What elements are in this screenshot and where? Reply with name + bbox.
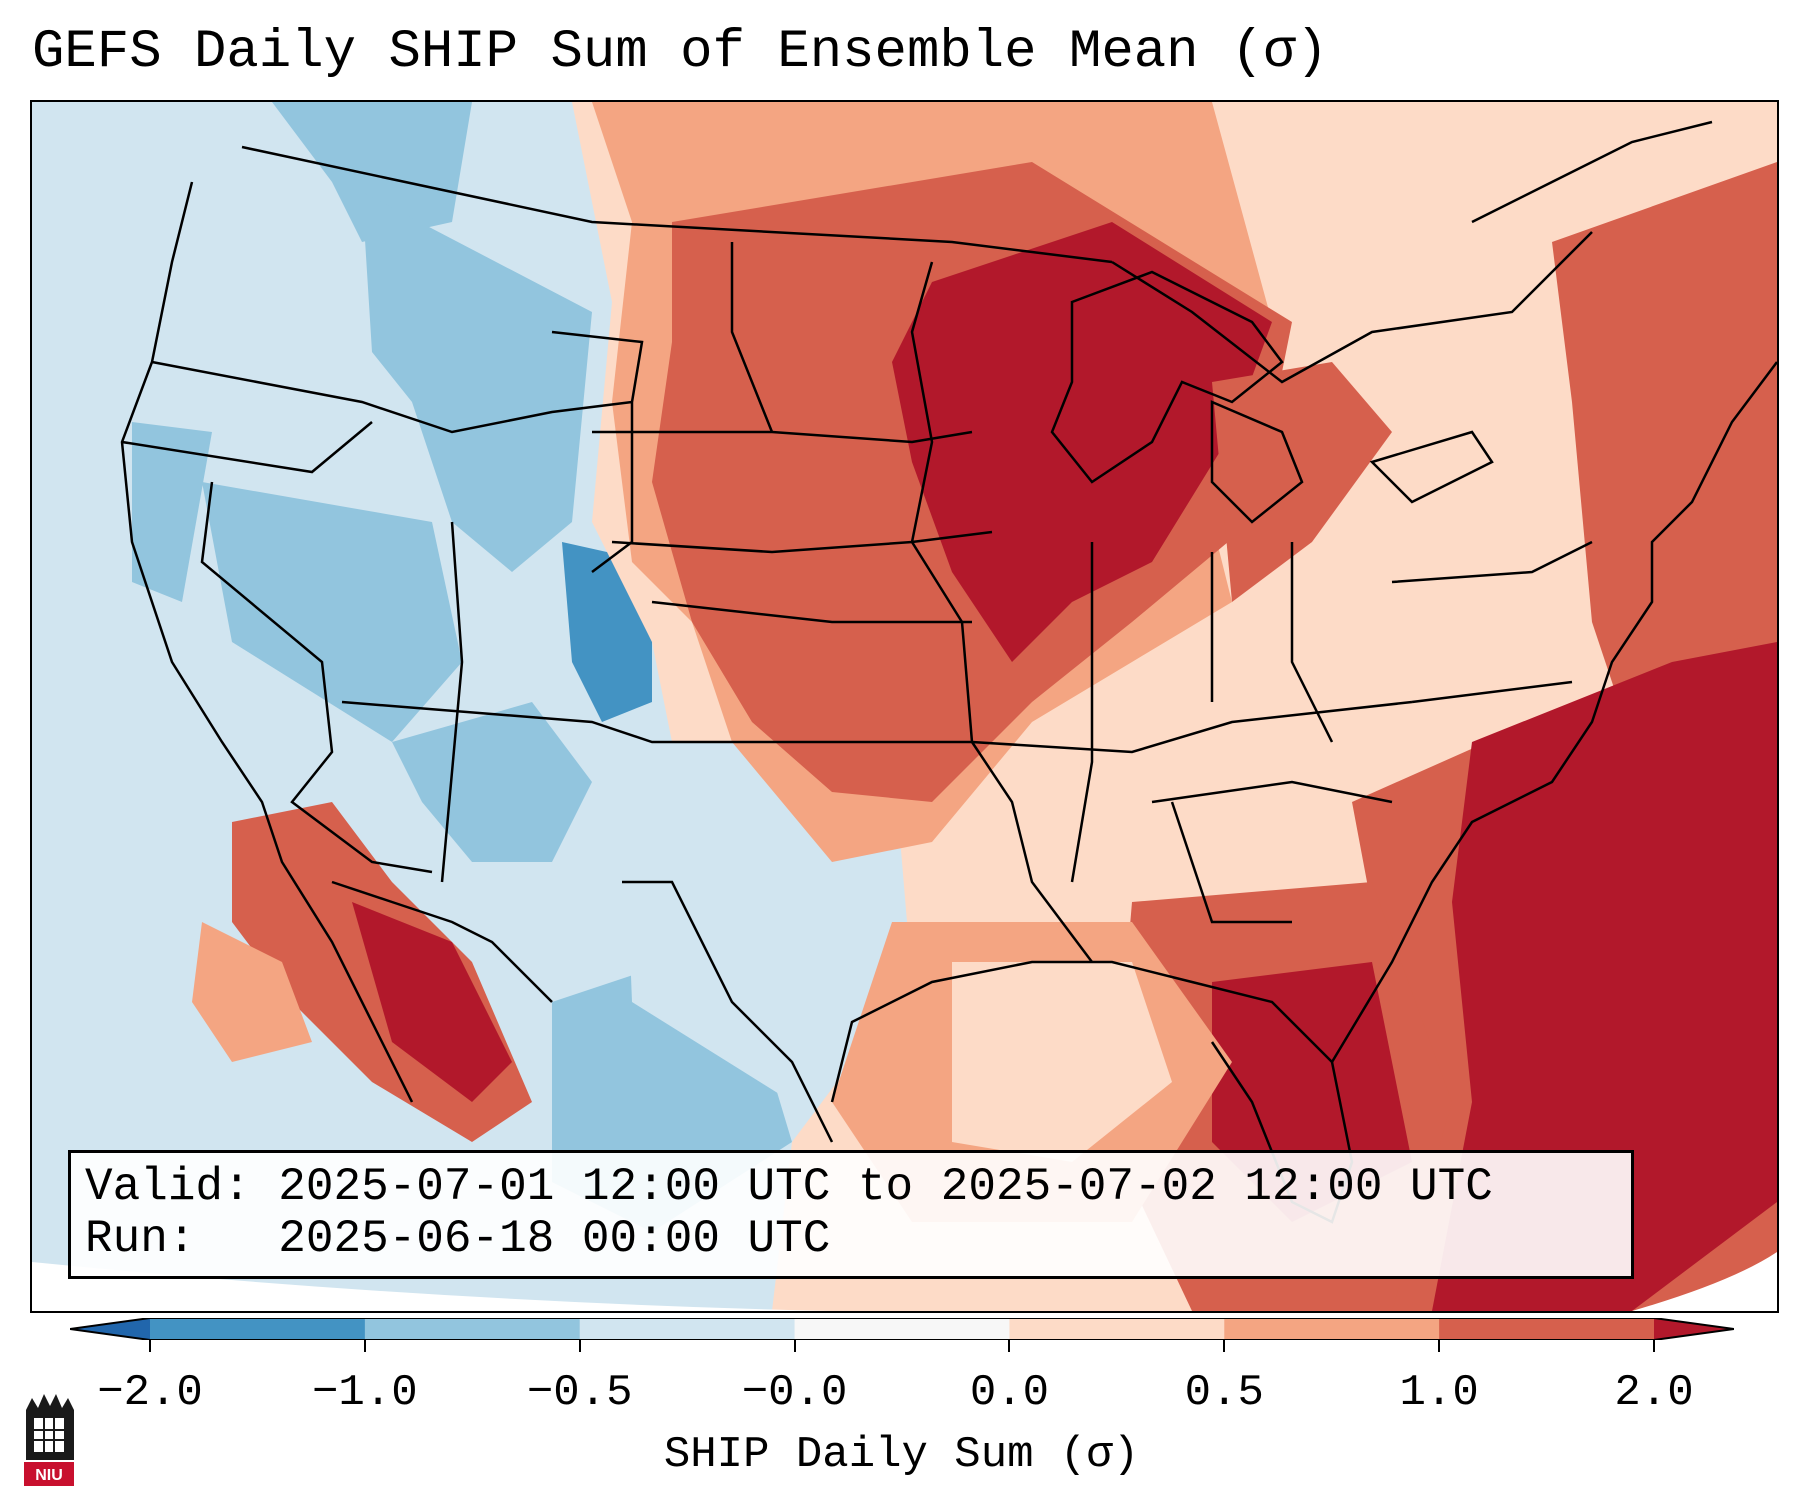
newengland-red-field [1552, 162, 1777, 742]
great-basin-blue-patch [202, 482, 462, 742]
tick-label: −2.0 [97, 1368, 203, 1418]
tick-label: −0.5 [526, 1368, 633, 1418]
border-line-19 [1151, 780, 1393, 804]
us-canada-border-east [1111, 231, 1593, 384]
border-line-1 [151, 360, 633, 434]
border-line-16 [1290, 542, 1334, 743]
great-lakes-dark-red [892, 222, 1272, 662]
borders [121, 145, 1593, 1143]
colorbar-bin [364, 1318, 581, 1340]
baja-orange-field [192, 922, 312, 1062]
tick-mark [1008, 1340, 1011, 1352]
border-line-7 [592, 430, 973, 444]
tick-label: 0.0 [969, 1368, 1050, 1418]
pnw-blue-patch [272, 102, 472, 242]
valid-value: 2025-07-01 12:00 UTC to 2025-07-02 12:00… [278, 1161, 1493, 1213]
st-lawrence [1471, 120, 1713, 224]
rockies-blue-patch [362, 192, 592, 572]
border-line-6 [551, 330, 644, 573]
colorbar-ticks: −2.0 −1.0 −0.5 −0.0 0.0 0.5 1.0 2.0 [0, 1340, 1803, 1420]
valid-label: Valid: [85, 1161, 251, 1213]
border-line-10 [730, 242, 774, 433]
border-line-5 [440, 521, 464, 883]
map-canvas [32, 102, 1777, 1311]
tick-label: −1.0 [312, 1368, 418, 1418]
tick-mark [1653, 1340, 1655, 1352]
run-label: Run: [85, 1213, 196, 1265]
tick-label: 0.5 [1184, 1368, 1264, 1418]
colorbar-bin [150, 1318, 366, 1340]
tick-mark [793, 1340, 796, 1352]
border-line-2 [121, 421, 373, 474]
lake-superior-michigan [1050, 270, 1284, 484]
gulf-light-field [952, 962, 1172, 1162]
tick-mark [1438, 1340, 1441, 1352]
colorbar-over-extend [1654, 1318, 1734, 1340]
us-canada-border [241, 145, 1113, 264]
colorbar-label: SHIP Daily Sum (σ) [663, 1430, 1140, 1480]
border-line-20 [1170, 801, 1292, 924]
projection-edge-left [32, 1262, 832, 1311]
niu-logo-icon: NIU [24, 1394, 74, 1486]
us-mexico-border-west [331, 880, 553, 1003]
map-title: GEFS Daily SHIP Sum of Ensemble Mean (σ) [32, 22, 1329, 83]
colorbar-bin [1224, 1318, 1440, 1340]
colorbar-bin [1009, 1318, 1225, 1340]
valid-row: Valid: 2025-07-01 12:00 UTC to 2025-07-0… [85, 1161, 1617, 1213]
arizona-blue-patch [392, 702, 592, 862]
atlantic-coast [1330, 361, 1777, 1063]
pacific-coast [120, 181, 414, 1103]
tick-mark [149, 1340, 151, 1352]
colorbar-bin [579, 1318, 796, 1340]
validity-info-box: Valid: 2025-07-01 12:00 UTC to 2025-07-0… [68, 1150, 1634, 1279]
border-line-9 [651, 600, 972, 624]
tick-label: −0.0 [741, 1368, 848, 1418]
run-value: 2025-06-18 00:00 UTC [278, 1213, 831, 1265]
colorbar-bin [794, 1318, 1010, 1340]
lake-huron [1210, 400, 1304, 524]
tick-label: 1.0 [1399, 1368, 1479, 1418]
run-row: Run: 2025-06-18 00:00 UTC [85, 1213, 1617, 1265]
atlantic-dark-red-field [1432, 642, 1777, 1311]
colorbar-bin [1439, 1318, 1655, 1340]
border-line-3 [200, 481, 433, 874]
tick-mark [1223, 1340, 1226, 1352]
tick-mark [363, 1340, 366, 1352]
projection-edge-right [1632, 1252, 1777, 1311]
colorbar-under-extend [70, 1318, 150, 1340]
us-mexico-border [622, 880, 834, 1143]
border-line-4 [341, 700, 972, 744]
lake-erie-ontario [1369, 430, 1494, 504]
border-line-18 [1411, 680, 1573, 704]
border-line-15 [1070, 542, 1094, 883]
california-blue-patch [132, 422, 212, 602]
colorbar [70, 1318, 1734, 1340]
border-line-13 [970, 741, 1093, 963]
border-line-11 [910, 261, 974, 743]
border-line-12 [971, 700, 1413, 754]
border-line-17 [1391, 540, 1593, 584]
tick-mark [578, 1340, 581, 1352]
border-line-8 [611, 530, 993, 554]
map-panel [30, 100, 1779, 1313]
tick-label: 2.0 [1614, 1368, 1694, 1418]
logo-text: NIU [35, 1467, 63, 1484]
mexico-dark-red-field [352, 902, 512, 1102]
